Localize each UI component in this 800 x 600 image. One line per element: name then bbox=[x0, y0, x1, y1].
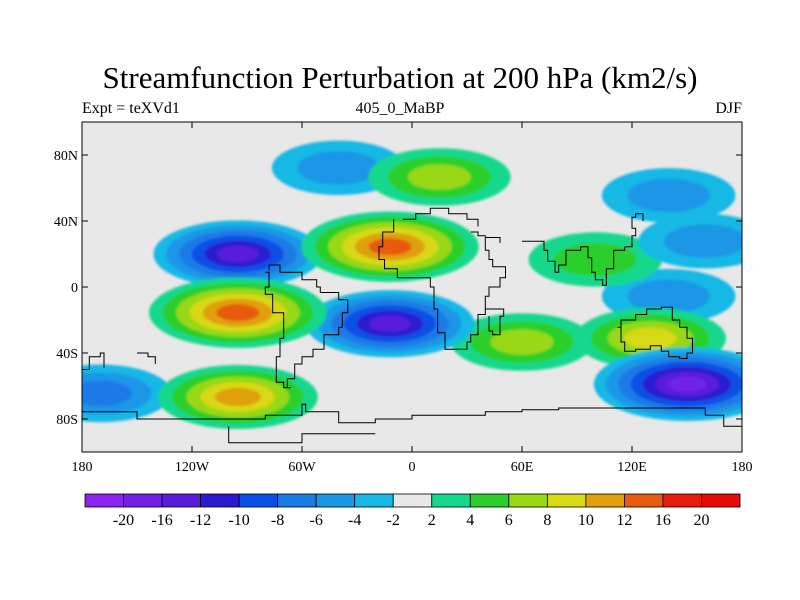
y-tick-label: 80N bbox=[54, 149, 78, 164]
contour-band bbox=[216, 304, 260, 322]
colorbar-label: 4 bbox=[466, 512, 474, 529]
colorbar-swatch bbox=[508, 493, 548, 508]
coastline-segment bbox=[522, 240, 626, 286]
x-tick-label: 120W bbox=[175, 460, 210, 475]
colorbar-swatch bbox=[585, 493, 625, 508]
contour-band bbox=[214, 387, 261, 407]
experiment-label: Expt = teXVd1 bbox=[82, 100, 180, 117]
coastline-segment bbox=[228, 426, 376, 444]
contour-band bbox=[369, 315, 411, 332]
coastline-segment bbox=[624, 213, 644, 248]
colorbar-swatch bbox=[546, 493, 587, 508]
run-label: 405_0_MaBP bbox=[355, 100, 445, 117]
y-tick-label: 40S bbox=[56, 347, 78, 362]
contour-band bbox=[407, 164, 472, 190]
colorbar-label: -6 bbox=[310, 512, 323, 529]
colorbar-label: 8 bbox=[543, 512, 551, 529]
contour-band bbox=[82, 380, 132, 407]
contour-band bbox=[627, 178, 710, 213]
coastline-segment bbox=[617, 306, 693, 359]
contour-band bbox=[554, 242, 637, 277]
colorbar-swatch bbox=[701, 493, 741, 508]
axes: 180 120W 60W 0 60E 120E 180 80N 40N 0 40S 80S bbox=[54, 122, 753, 475]
x-tick-label: 0 bbox=[409, 460, 416, 475]
colorbar-swatch bbox=[161, 493, 201, 508]
contour-band bbox=[368, 238, 412, 256]
colorbar-label: 20 bbox=[694, 512, 710, 529]
contour-band bbox=[297, 151, 380, 185]
colorbar-swatch bbox=[123, 493, 163, 508]
coastline-segment bbox=[485, 308, 505, 336]
coastline-segment bbox=[82, 352, 105, 370]
contour-band bbox=[664, 224, 742, 258]
x-tick-label: 60E bbox=[511, 460, 534, 475]
contour-band bbox=[217, 245, 259, 263]
y-tick-label: 0 bbox=[71, 281, 78, 296]
colorbar-label: 12 bbox=[616, 512, 632, 529]
colorbar-swatch bbox=[200, 493, 240, 508]
coastline-segment bbox=[264, 264, 349, 389]
chart-title: Streamfunction Perturbation at 200 hPa (… bbox=[102, 60, 698, 95]
coastline-segment bbox=[470, 231, 494, 265]
colorbar-label: -8 bbox=[271, 512, 284, 529]
contour-band bbox=[667, 376, 707, 392]
colorbar-swatch bbox=[354, 493, 394, 508]
contour-band bbox=[490, 329, 554, 355]
colorbar-label: -2 bbox=[387, 512, 400, 529]
colorbar-swatch bbox=[624, 493, 664, 508]
coastline-segment bbox=[485, 237, 501, 243]
coastline bbox=[82, 207, 742, 444]
y-tick-label: 40N bbox=[54, 215, 78, 230]
colorbar-label: -12 bbox=[190, 512, 211, 529]
contour-band bbox=[624, 327, 677, 349]
streamfunction-field bbox=[82, 140, 742, 429]
colorbar-swatch bbox=[469, 493, 510, 508]
colorbar-label: 2 bbox=[428, 512, 436, 529]
colorbar-label: 16 bbox=[655, 512, 671, 529]
colorbar-label: -10 bbox=[228, 512, 249, 529]
coastline-segment bbox=[378, 219, 506, 350]
colorbar-label: -20 bbox=[113, 512, 134, 529]
colorbar-swatch bbox=[238, 493, 279, 508]
y-tick-label: 80S bbox=[56, 413, 78, 428]
colorbar-label: -4 bbox=[348, 512, 361, 529]
x-tick-label: 120E bbox=[617, 460, 647, 475]
coastline-segment bbox=[402, 207, 479, 227]
colorbar-label: -16 bbox=[151, 512, 172, 529]
colorbar-swatch bbox=[277, 493, 317, 508]
contour-band bbox=[627, 279, 710, 313]
colorbar: -20 -16 -12 -10 -8 -6 -4 -2 2 4 6 8 10 12 16 20 bbox=[84, 493, 741, 529]
colorbar-swatch bbox=[392, 493, 433, 508]
x-tick-label: 180 bbox=[72, 460, 93, 475]
x-tick-label: 180 bbox=[732, 460, 753, 475]
coastline-segment bbox=[137, 352, 156, 364]
colorbar-label: 6 bbox=[505, 512, 513, 529]
colorbar-swatch bbox=[84, 493, 124, 508]
coastline-segment bbox=[82, 403, 742, 430]
colorbar-label: 10 bbox=[578, 512, 594, 529]
colorbar-swatch bbox=[662, 493, 702, 508]
colorbar-swatch bbox=[315, 493, 356, 508]
season-label: DJF bbox=[715, 100, 742, 117]
colorbar-swatch bbox=[431, 493, 471, 508]
x-tick-label: 60W bbox=[288, 460, 316, 475]
